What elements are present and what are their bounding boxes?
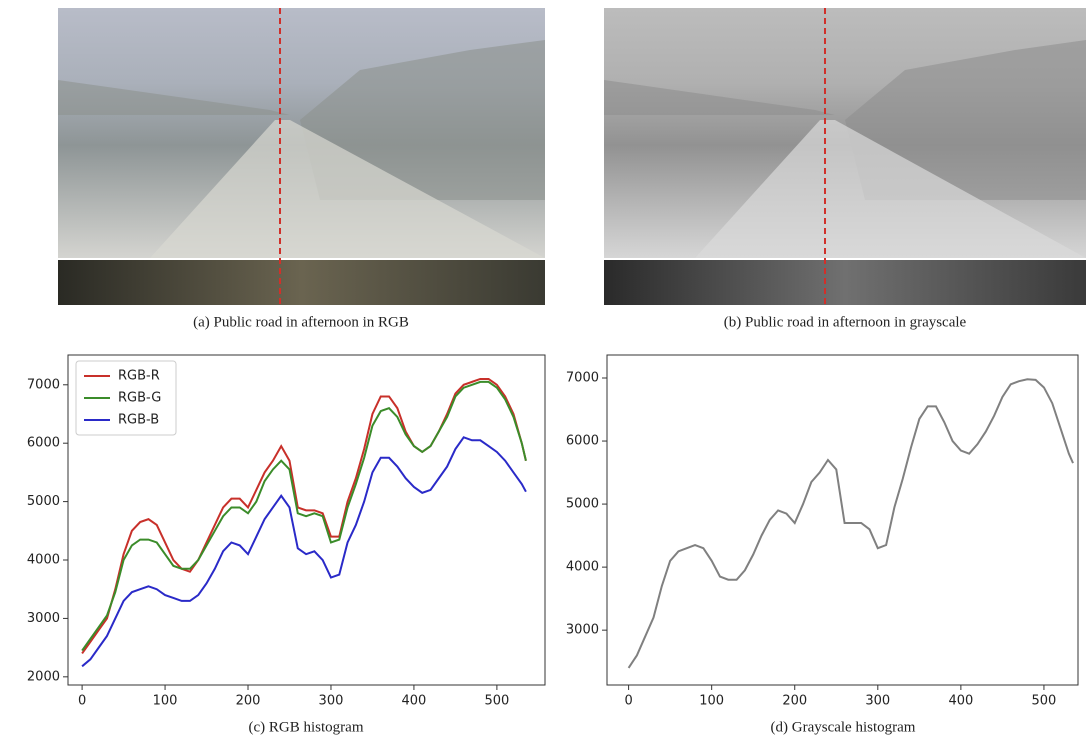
y-tick-label: 4000	[566, 560, 599, 575]
y-tick-label: 7000	[27, 377, 60, 392]
x-tick-label: 400	[948, 694, 973, 709]
y-tick-label: 3000	[27, 611, 60, 626]
caption: (c) RGB histogram	[249, 719, 364, 735]
legend-label: RGB-B	[118, 413, 159, 428]
legend-label: RGB-G	[118, 391, 161, 406]
data-line	[81, 380, 527, 652]
y-tick-label: 4000	[27, 553, 60, 568]
x-tick-label: 500	[484, 694, 509, 709]
plot-frame	[606, 354, 1079, 686]
caption: (b) Public road in afternoon in grayscal…	[724, 314, 967, 330]
data-line	[627, 378, 1074, 669]
legend-label: RGB-R	[118, 369, 160, 384]
y-tick-label: 3000	[566, 623, 599, 638]
legend-box	[75, 360, 177, 436]
image-rgb	[58, 8, 545, 305]
x-tick-label: 0	[78, 694, 86, 709]
data-line	[81, 377, 527, 655]
plot-frame	[67, 354, 546, 686]
y-tick-label: 6000	[566, 434, 599, 449]
x-tick-label: 200	[782, 694, 807, 709]
x-tick-label: 200	[236, 694, 261, 709]
data-line	[81, 436, 527, 668]
x-tick-label: 500	[1032, 694, 1057, 709]
x-tick-label: 300	[319, 694, 344, 709]
x-tick-label: 100	[153, 694, 178, 709]
x-tick-label: 100	[699, 694, 724, 709]
caption: (a) Public road in afternoon in RGB	[193, 314, 409, 330]
y-tick-label: 5000	[566, 497, 599, 512]
x-tick-label: 300	[865, 694, 890, 709]
x-tick-label: 400	[402, 694, 427, 709]
image-gray	[604, 8, 1086, 305]
x-tick-label: 0	[624, 694, 632, 709]
y-tick-label: 7000	[566, 371, 599, 386]
y-tick-label: 2000	[27, 669, 60, 684]
y-tick-label: 5000	[27, 494, 60, 509]
y-tick-label: 6000	[27, 436, 60, 451]
caption: (d) Grayscale histogram	[771, 719, 916, 735]
